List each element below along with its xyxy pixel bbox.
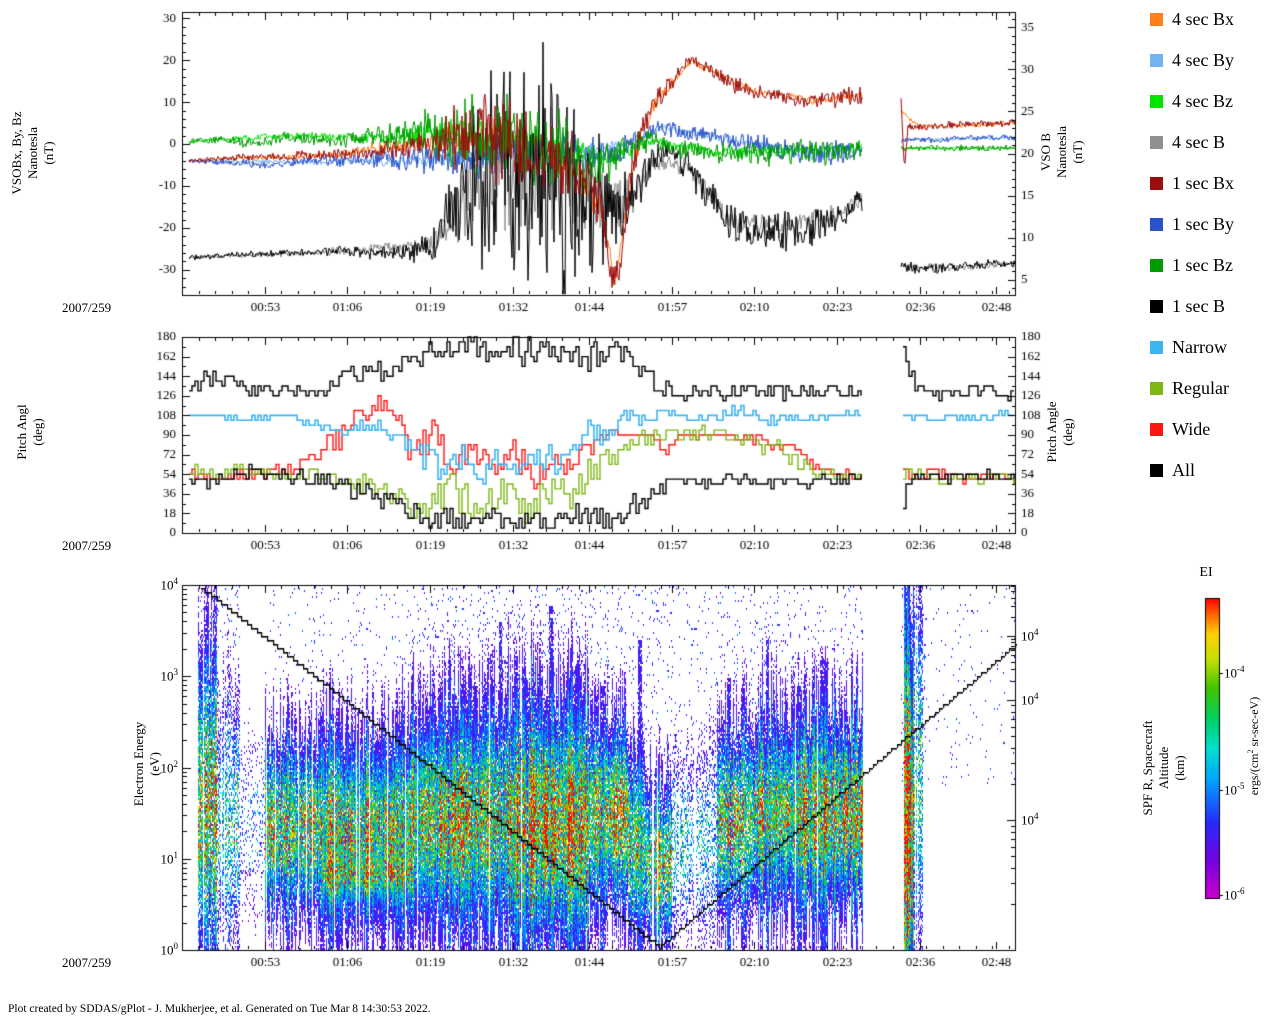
legend-label: 4 sec Bx <box>1172 9 1234 29</box>
date-label-espec: 2007/259 <box>62 955 112 970</box>
legend-label: 4 sec By <box>1172 50 1234 70</box>
axis-label-line: (deg) <box>30 418 45 446</box>
colorbar-ticks: 10-4 10-5 10-6 <box>1224 0 1268 1024</box>
legend-swatch <box>1150 54 1163 67</box>
axis-label-line: Altitude <box>1156 746 1171 790</box>
legend-label: 1 sec Bx <box>1172 173 1234 193</box>
legend-label: 1 sec Bz <box>1172 255 1233 275</box>
axis-label-line: VSOBx, By, Bz <box>9 111 24 195</box>
altitude-axis-ticks: 104 104 104 <box>1021 0 1067 1024</box>
legend-swatch <box>1150 13 1163 26</box>
energy-tick-label: 103 <box>160 667 179 684</box>
espec-right-axis-label: SPF R, Spacecraft Altitude (km) <box>1140 648 1188 888</box>
legend: 4 sec Bx 4 sec By 4 sec Bz 4 sec B 1 sec Bx 1… <box>1150 10 1280 502</box>
legend-swatch <box>1150 95 1163 108</box>
legend-item: 4 sec B <box>1150 133 1280 152</box>
legend-label: 1 sec B <box>1172 296 1225 316</box>
legend-item: 1 sec By <box>1150 215 1280 234</box>
energy-tick-label: 100 <box>160 941 179 958</box>
legend-label: 4 sec B <box>1172 132 1225 152</box>
colorbar-tick-label: 10-6 <box>1224 886 1245 903</box>
colorbar-unit-label: ergs/(cm2 sr-sec-eV) <box>1246 631 1262 861</box>
legend-swatch <box>1150 218 1163 231</box>
legend-swatch <box>1150 423 1163 436</box>
legend-item: 4 sec Bx <box>1150 10 1280 29</box>
legend-item: 1 sec B <box>1150 297 1280 316</box>
energy-tick-label: 101 <box>160 849 179 867</box>
axis-label-line: SPF R, Spacecraft <box>1140 720 1155 816</box>
energy-axis-ticks: 104 103 102 101 100 <box>140 0 179 1024</box>
legend-item: All <box>1150 461 1280 480</box>
legend-label: Wide <box>1172 419 1211 439</box>
legend-swatch <box>1150 177 1163 190</box>
legend-item: Narrow <box>1150 338 1280 357</box>
legend-label: Narrow <box>1172 337 1227 357</box>
energy-tick-label: 104 <box>160 576 179 593</box>
axis-label-line: Nanotesla <box>25 127 40 179</box>
colorbar-title: EI <box>1199 565 1213 580</box>
legend-label: 4 sec Bz <box>1172 91 1233 111</box>
legend-item: Regular <box>1150 379 1280 398</box>
legend-item: 4 sec By <box>1150 51 1280 70</box>
legend-swatch <box>1150 300 1163 313</box>
mag-left-axis-label: VSOBx, By, Bz Nanotesla (nT) <box>9 43 57 263</box>
colorbar-unit-text: ergs/(cm2 sr-sec-eV) <box>1246 696 1261 796</box>
date-label-pitch: 2007/259 <box>62 538 112 553</box>
legend-item: 1 sec Bx <box>1150 174 1280 193</box>
altitude-tick-label: 104 <box>1021 690 1039 708</box>
axis-label-line: (nT) <box>1070 140 1085 164</box>
legend-swatch <box>1150 341 1163 354</box>
altitude-tick-label: 104 <box>1021 811 1039 828</box>
altitude-tick-label: 104 <box>1021 627 1039 644</box>
legend-swatch <box>1150 136 1163 149</box>
legend-label: Regular <box>1172 378 1229 398</box>
axis-label-line: Pitch Angl <box>14 404 29 460</box>
footer-credit: Plot created by SDDAS/gPlot - J. Mukherj… <box>8 1003 431 1015</box>
axis-label-line: (km) <box>1172 755 1187 781</box>
legend-swatch <box>1150 464 1163 477</box>
legend-item: 4 sec Bz <box>1150 92 1280 111</box>
legend-label: 1 sec By <box>1172 214 1234 234</box>
pitch-left-axis-label: Pitch Angl (deg) <box>14 352 46 512</box>
legend-swatch <box>1150 259 1163 272</box>
legend-label: All <box>1172 460 1196 480</box>
legend-item: Wide <box>1150 420 1280 439</box>
colorbar-tick-label: 10-4 <box>1224 664 1245 681</box>
energy-tick-label: 102 <box>160 758 179 775</box>
axis-label-line: (nT) <box>41 141 56 165</box>
legend-item: 1 sec Bz <box>1150 256 1280 275</box>
colorbar-tick-label: 10-5 <box>1224 781 1245 798</box>
legend-swatch <box>1150 382 1163 395</box>
date-label-mag: 2007/259 <box>62 300 112 315</box>
